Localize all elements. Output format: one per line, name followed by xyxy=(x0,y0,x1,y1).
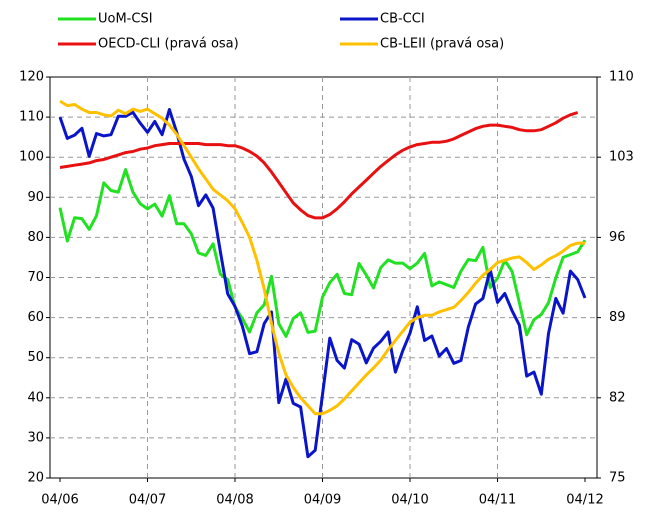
y-tick-label: 100 xyxy=(19,150,44,165)
y2-tick-label: 75 xyxy=(609,471,626,486)
x-tick-label: 04/11 xyxy=(479,493,516,508)
x-tick-label: 04/12 xyxy=(566,493,603,508)
y-tick-label: 50 xyxy=(27,350,44,365)
y2-tick-label: 82 xyxy=(609,390,626,405)
legend-label: CB-CCI xyxy=(380,12,425,27)
x-tick-label: 04/06 xyxy=(41,493,78,508)
y-tick-label: 120 xyxy=(19,70,44,85)
legend-label: CB-LEII (pravá osa) xyxy=(380,37,504,52)
x-tick-label: 04/08 xyxy=(216,493,253,508)
series-line xyxy=(58,168,587,338)
series-line xyxy=(59,111,579,220)
y-tick-label: 90 xyxy=(27,190,44,205)
y2-tick-label: 96 xyxy=(609,230,626,245)
series-line xyxy=(58,108,587,459)
y-tick-label: 70 xyxy=(27,270,44,285)
y-tick-label: 60 xyxy=(27,310,44,325)
y-tick-label: 20 xyxy=(27,471,44,486)
x-tick-label: 04/07 xyxy=(129,493,166,508)
y-tick-label: 80 xyxy=(27,230,44,245)
y2-tick-label: 103 xyxy=(609,150,634,165)
x-tick-label: 04/10 xyxy=(391,493,428,508)
y2-tick-label: 110 xyxy=(609,70,634,85)
legend-label: UoM-CSI xyxy=(98,12,153,27)
y2-tick-label: 89 xyxy=(609,310,626,325)
x-tick-label: 04/09 xyxy=(304,493,341,508)
series-line xyxy=(59,99,585,416)
legend-label: OECD-CLI (pravá osa) xyxy=(98,37,239,52)
y-tick-label: 30 xyxy=(27,430,44,445)
y-tick-label: 110 xyxy=(19,110,44,125)
y-tick-label: 40 xyxy=(27,390,44,405)
